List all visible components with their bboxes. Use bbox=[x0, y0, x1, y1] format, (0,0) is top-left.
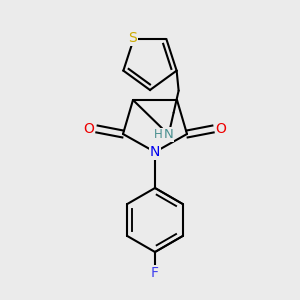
Text: N: N bbox=[150, 145, 160, 159]
Text: F: F bbox=[151, 266, 159, 280]
Text: O: O bbox=[216, 122, 226, 136]
Text: O: O bbox=[84, 122, 94, 136]
Text: S: S bbox=[128, 31, 137, 45]
Text: H: H bbox=[154, 128, 163, 141]
Text: N: N bbox=[164, 128, 173, 141]
